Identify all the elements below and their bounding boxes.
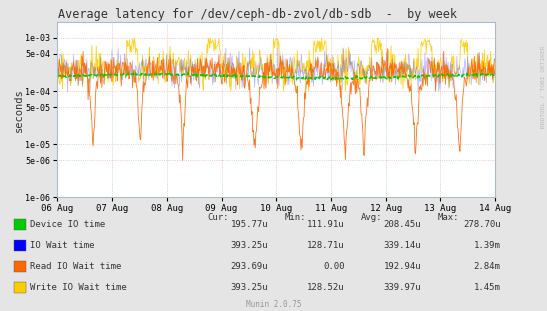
- Text: Min:: Min:: [284, 213, 306, 222]
- Text: 111.91u: 111.91u: [307, 220, 345, 229]
- Text: Munin 2.0.75: Munin 2.0.75: [246, 300, 301, 309]
- Text: Max:: Max:: [438, 213, 459, 222]
- Text: 1.39m: 1.39m: [474, 241, 501, 250]
- Text: 128.71u: 128.71u: [307, 241, 345, 250]
- Text: Average latency for /dev/ceph-db-zvol/db-sdb  -  by week: Average latency for /dev/ceph-db-zvol/db…: [57, 8, 457, 21]
- Text: 393.25u: 393.25u: [230, 241, 268, 250]
- Text: 195.77u: 195.77u: [230, 220, 268, 229]
- Text: 339.97u: 339.97u: [383, 283, 421, 291]
- Text: IO Wait time: IO Wait time: [30, 241, 95, 250]
- Text: 278.70u: 278.70u: [463, 220, 501, 229]
- Text: 293.69u: 293.69u: [230, 262, 268, 271]
- Text: 1.45m: 1.45m: [474, 283, 501, 291]
- Text: Device IO time: Device IO time: [30, 220, 106, 229]
- Y-axis label: seconds: seconds: [14, 88, 24, 132]
- Text: Write IO Wait time: Write IO Wait time: [30, 283, 127, 291]
- Text: 128.52u: 128.52u: [307, 283, 345, 291]
- Text: 0.00: 0.00: [323, 262, 345, 271]
- Text: 339.14u: 339.14u: [383, 241, 421, 250]
- Text: Cur:: Cur:: [208, 213, 229, 222]
- Text: RRDTOOL / TOBI OETIKER: RRDTOOL / TOBI OETIKER: [541, 46, 546, 128]
- Text: 208.45u: 208.45u: [383, 220, 421, 229]
- Text: Avg:: Avg:: [361, 213, 382, 222]
- Text: 2.84m: 2.84m: [474, 262, 501, 271]
- Text: Read IO Wait time: Read IO Wait time: [30, 262, 121, 271]
- Text: 393.25u: 393.25u: [230, 283, 268, 291]
- Text: 192.94u: 192.94u: [383, 262, 421, 271]
